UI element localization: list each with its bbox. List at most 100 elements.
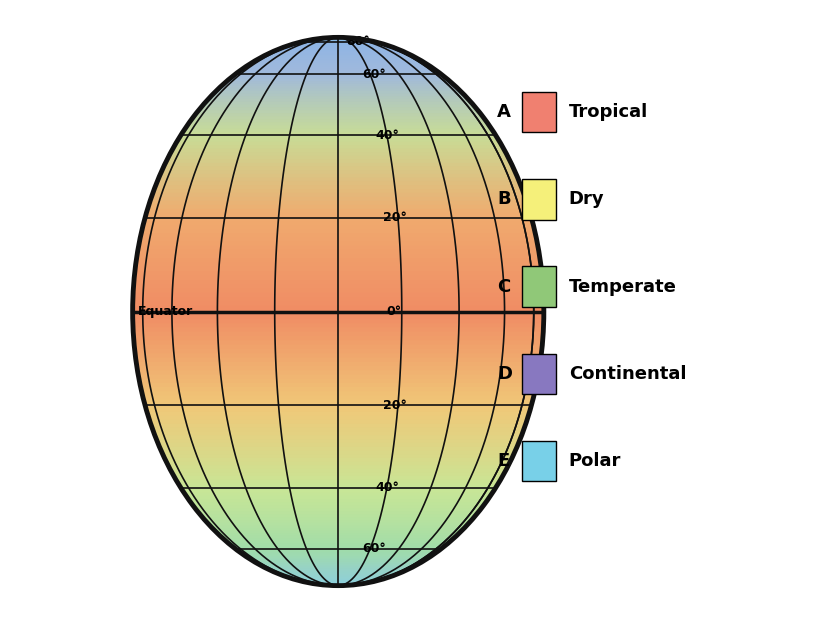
- Polygon shape: [214, 90, 463, 93]
- Polygon shape: [190, 118, 487, 121]
- Polygon shape: [135, 266, 542, 270]
- Polygon shape: [133, 318, 544, 322]
- Polygon shape: [147, 411, 529, 415]
- Polygon shape: [154, 435, 522, 439]
- Polygon shape: [247, 64, 430, 65]
- Polygon shape: [135, 348, 542, 353]
- Polygon shape: [206, 98, 470, 101]
- Polygon shape: [153, 430, 524, 435]
- Polygon shape: [163, 454, 514, 457]
- Polygon shape: [139, 241, 538, 245]
- Polygon shape: [182, 488, 495, 492]
- Polygon shape: [265, 54, 411, 55]
- Polygon shape: [183, 128, 493, 131]
- Polygon shape: [271, 51, 406, 52]
- Polygon shape: [230, 545, 446, 547]
- Polygon shape: [236, 72, 440, 74]
- Polygon shape: [204, 520, 472, 522]
- Text: E: E: [497, 452, 510, 470]
- FancyBboxPatch shape: [522, 441, 556, 482]
- Polygon shape: [188, 121, 489, 125]
- FancyBboxPatch shape: [522, 179, 556, 220]
- Polygon shape: [211, 528, 465, 530]
- Polygon shape: [168, 155, 509, 158]
- Polygon shape: [145, 212, 531, 216]
- Polygon shape: [202, 516, 475, 520]
- Polygon shape: [256, 59, 420, 60]
- Polygon shape: [197, 110, 480, 112]
- Polygon shape: [199, 513, 477, 516]
- Polygon shape: [135, 357, 541, 361]
- Polygon shape: [178, 138, 499, 141]
- Polygon shape: [169, 151, 507, 155]
- Polygon shape: [254, 60, 423, 62]
- Polygon shape: [171, 472, 506, 475]
- Polygon shape: [145, 216, 532, 221]
- Polygon shape: [133, 288, 544, 292]
- Polygon shape: [144, 399, 533, 402]
- Polygon shape: [133, 292, 544, 297]
- Polygon shape: [156, 439, 520, 442]
- Text: A: A: [497, 103, 511, 121]
- Polygon shape: [239, 551, 438, 553]
- Text: Tropical: Tropical: [569, 103, 648, 121]
- Polygon shape: [211, 93, 465, 95]
- Polygon shape: [225, 80, 452, 83]
- Polygon shape: [204, 101, 472, 103]
- Polygon shape: [183, 492, 493, 495]
- Polygon shape: [134, 340, 543, 344]
- Polygon shape: [161, 169, 515, 173]
- Polygon shape: [214, 530, 463, 533]
- Text: Equator: Equator: [138, 305, 192, 318]
- Polygon shape: [233, 74, 444, 76]
- Polygon shape: [136, 254, 540, 258]
- Polygon shape: [134, 275, 543, 279]
- Polygon shape: [140, 237, 537, 241]
- Polygon shape: [287, 45, 390, 46]
- Text: Temperate: Temperate: [569, 278, 676, 295]
- Polygon shape: [153, 188, 524, 193]
- Polygon shape: [137, 369, 539, 374]
- Polygon shape: [158, 177, 519, 181]
- Polygon shape: [225, 540, 452, 543]
- Polygon shape: [247, 558, 430, 559]
- Polygon shape: [158, 442, 519, 446]
- Polygon shape: [283, 46, 392, 47]
- Polygon shape: [135, 262, 541, 266]
- Polygon shape: [152, 427, 525, 430]
- Polygon shape: [192, 115, 484, 118]
- Polygon shape: [178, 482, 499, 485]
- Polygon shape: [202, 103, 475, 107]
- Polygon shape: [265, 568, 411, 569]
- Polygon shape: [209, 95, 468, 98]
- Text: Polar: Polar: [569, 452, 621, 470]
- Polygon shape: [148, 204, 529, 208]
- Polygon shape: [278, 573, 399, 574]
- Polygon shape: [188, 498, 489, 502]
- Polygon shape: [217, 533, 459, 535]
- Polygon shape: [281, 47, 396, 49]
- Polygon shape: [268, 569, 408, 571]
- FancyBboxPatch shape: [522, 267, 556, 307]
- Polygon shape: [230, 76, 446, 78]
- Polygon shape: [136, 361, 540, 365]
- Polygon shape: [228, 78, 449, 80]
- Polygon shape: [179, 135, 497, 138]
- Polygon shape: [135, 270, 542, 275]
- Text: 0°: 0°: [387, 305, 401, 318]
- Polygon shape: [136, 365, 540, 369]
- Polygon shape: [302, 581, 373, 583]
- Polygon shape: [142, 224, 534, 229]
- Polygon shape: [233, 547, 444, 549]
- Polygon shape: [293, 43, 383, 44]
- Polygon shape: [154, 184, 522, 188]
- Polygon shape: [133, 305, 544, 310]
- Polygon shape: [159, 446, 517, 450]
- Polygon shape: [250, 559, 426, 561]
- Polygon shape: [206, 522, 470, 525]
- Polygon shape: [140, 382, 537, 386]
- Polygon shape: [217, 88, 459, 90]
- Text: Dry: Dry: [569, 191, 605, 208]
- Polygon shape: [145, 407, 531, 411]
- Polygon shape: [138, 245, 539, 249]
